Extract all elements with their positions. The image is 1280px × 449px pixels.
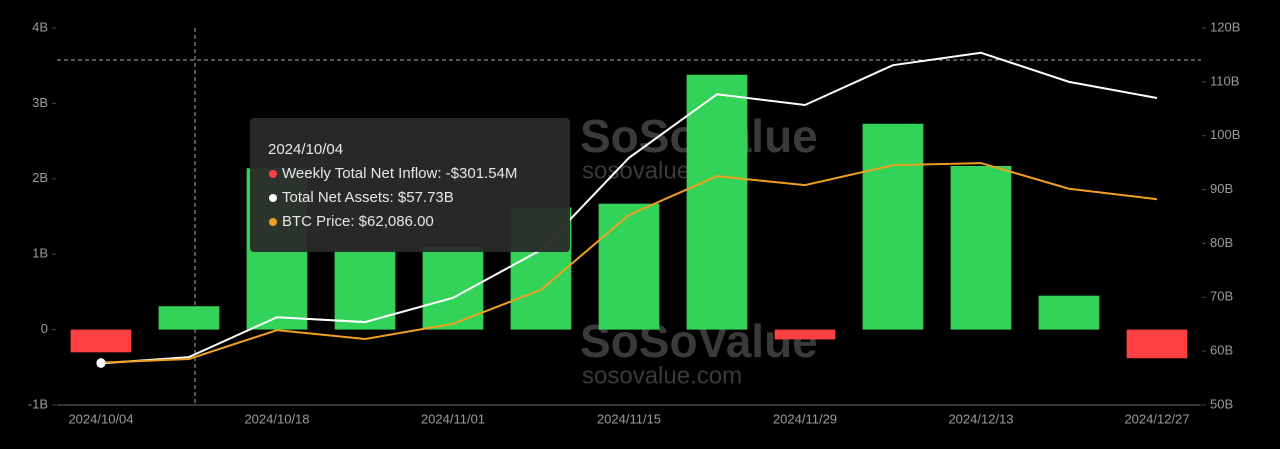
plot: -1B 0 1B 2B 3B 4B 50B 60B 70B 80B 90B 100B 110B 120B 2… <box>28 19 1241 426</box>
y2-tick-label: 90B <box>1210 181 1233 196</box>
bar <box>686 74 748 330</box>
bar <box>158 306 220 330</box>
y-tick-label: 0 <box>41 321 48 336</box>
tooltip-dot <box>269 194 277 202</box>
watermark: sosovalue.com <box>582 362 742 389</box>
y2-tick-label: 60B <box>1210 343 1233 358</box>
x-tick-label: 2024/11/15 <box>597 411 661 426</box>
hover-dot <box>96 358 106 368</box>
x-tick-label: 2024/12/13 <box>948 411 1013 426</box>
bar <box>1126 329 1188 359</box>
line <box>100 51 1158 365</box>
y-tick-label: 1B <box>32 246 48 261</box>
tooltip: 2024/10/04 Weekly Total Net Inflow: -$30… <box>250 118 570 252</box>
x-tick-label: 2024/10/18 <box>244 411 309 426</box>
bar <box>950 165 1012 330</box>
bar <box>598 203 660 330</box>
y-tick-label: 2B <box>32 170 48 185</box>
bar <box>70 329 132 353</box>
tooltip-item: Total Net Assets: $57.73B <box>282 189 454 206</box>
tooltip-item: Weekly Total Net Inflow: -$301.54M <box>282 165 517 182</box>
y-tick-label: -1B <box>28 396 48 411</box>
bar <box>774 329 836 340</box>
x-tick-label: 2024/11/29 <box>773 411 837 426</box>
y2-tick-label: 70B <box>1210 289 1233 304</box>
bar <box>334 250 396 330</box>
y2-tick-label: 110B <box>1210 73 1239 88</box>
bar <box>1038 295 1100 330</box>
bar <box>422 246 484 330</box>
x-tick-label: 2024/10/04 <box>68 411 133 426</box>
tooltip-title: 2024/10/04 <box>268 141 343 158</box>
y-tick-label: 3B <box>32 95 48 110</box>
tooltip-box <box>250 118 570 252</box>
tooltip-dot <box>269 218 277 226</box>
tooltip-dot <box>269 170 277 178</box>
y2-tick-label: 120B <box>1210 19 1240 34</box>
x-tick-label: 2024/12/27 <box>1124 411 1189 426</box>
x-tick-label: 2024/11/01 <box>421 411 485 426</box>
bar <box>862 123 924 330</box>
y2-tick-label: 50B <box>1210 396 1233 411</box>
y2-tick-label: 100B <box>1210 127 1240 142</box>
y-tick-label: 4B <box>32 19 48 34</box>
line <box>100 162 1158 364</box>
y2-tick-label: 80B <box>1210 235 1233 250</box>
tooltip-item: BTC Price: $62,086.00 <box>282 213 434 230</box>
